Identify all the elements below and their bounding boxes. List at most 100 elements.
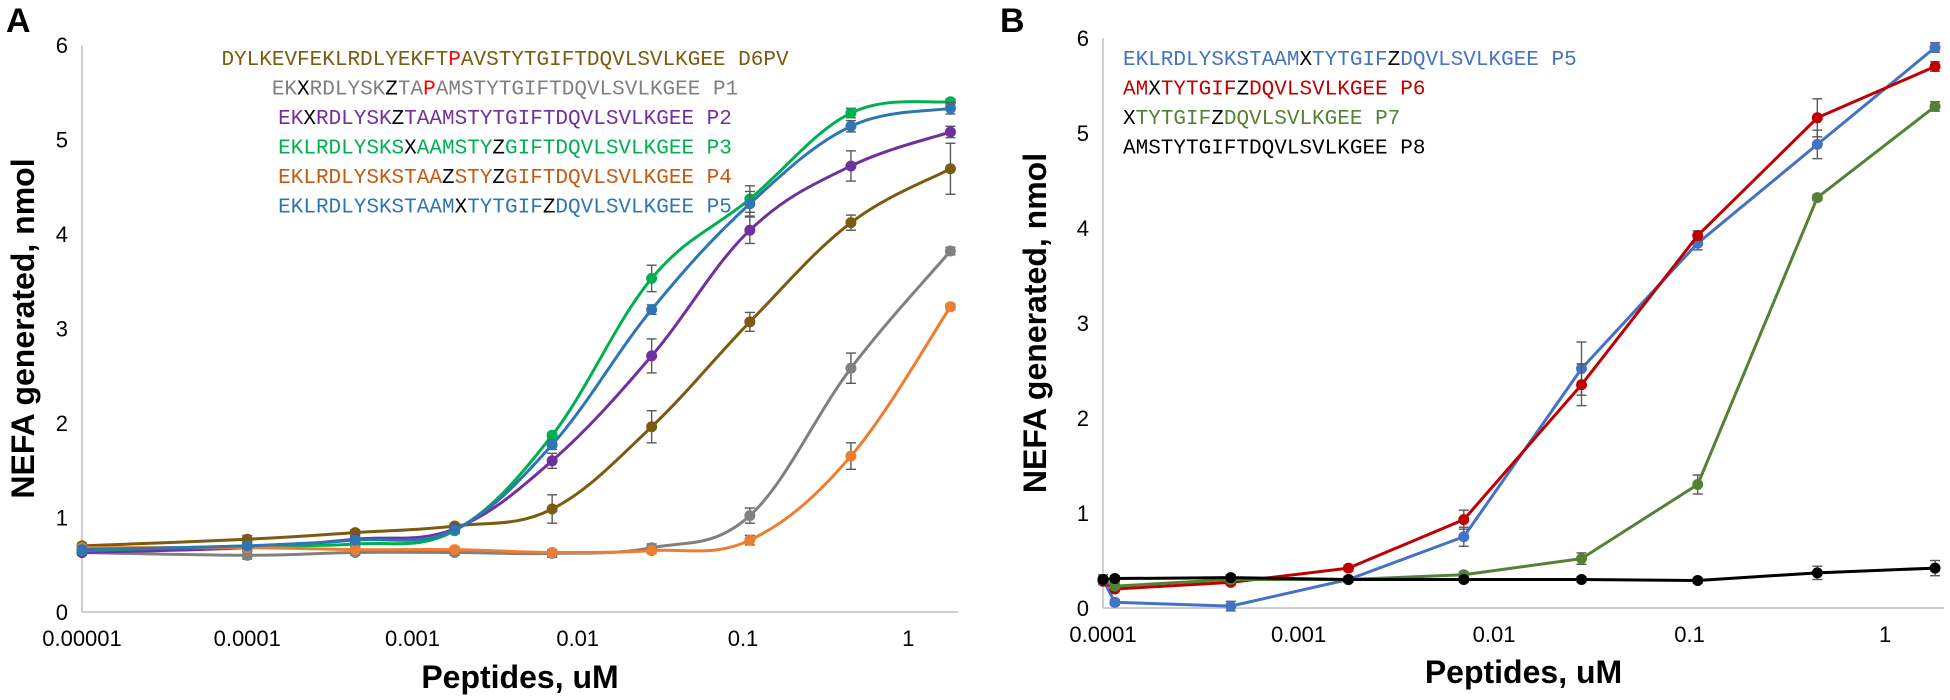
legend-segment: Z xyxy=(1236,79,1249,102)
data-point xyxy=(1576,553,1588,565)
data-point xyxy=(944,245,956,257)
legend-entry: EKXRDLYSKZTAAMSTYTGIFTDQVLSVLKGEE P2 xyxy=(278,108,732,131)
panel-b: B 0 1 2 3 4 5 6 0.0001 0.001 0.01 0.1 1 NEFA generate… xyxy=(1000,2,1944,690)
data-point xyxy=(845,160,857,172)
legend-segment: EKLRDLYSKSTAA xyxy=(278,167,442,190)
series-p2 xyxy=(76,125,956,558)
legend-entry: EKLRDLYSKSXAAMSTYZGIFTDQVLSVLKGEE P3 xyxy=(278,138,732,161)
series-line xyxy=(1102,105,1936,588)
data-point xyxy=(1225,572,1237,584)
legend-segment: RDLYSK xyxy=(310,79,386,102)
legend-segment: STY xyxy=(455,167,493,190)
y-tick-label: 0 xyxy=(1077,596,1089,621)
x-tick-label: 0.1 xyxy=(1674,622,1705,647)
legend-entry: XTYTGIFZDQVLSVLKGEE P7 xyxy=(1123,108,1400,131)
x-tick-label: 1 xyxy=(1879,622,1891,647)
legend-segment: Z xyxy=(543,197,556,220)
data-point xyxy=(646,421,658,433)
legend-entry: EKLRDLYSKSTAAZSTYZGIFTDQVLSVLKGEE P4 xyxy=(278,167,732,190)
legend-segment: TYTGIF xyxy=(1161,79,1237,102)
panel-letter: A xyxy=(6,2,31,40)
legend-entry: EKLRDLYSKSTAAMXTYTGIFZDQVLSVLKGEE P5 xyxy=(278,197,732,220)
data-point xyxy=(1109,573,1121,585)
y-tick-label: 3 xyxy=(56,317,68,342)
legend-segment: EK xyxy=(272,79,298,102)
series-line xyxy=(1101,46,1937,608)
x-tick-label: 0.1 xyxy=(728,626,759,651)
data-point xyxy=(1929,42,1941,53)
legend-segment: X xyxy=(404,138,417,161)
data-point xyxy=(646,350,658,362)
data-point xyxy=(546,455,558,467)
legend-entry: EKLRDLYSKSTAAMXTYTGIFZDQVLSVLKGEE P5 xyxy=(1123,49,1577,72)
data-point xyxy=(1929,61,1941,72)
y-tick-label: 5 xyxy=(1077,121,1089,146)
legend-segment: AVSTYTGIFTDQVLSVLKGEE D6PV xyxy=(461,49,789,72)
legend-entry: EKXRDLYSKZTAPAMSTYTGIFTDQVLSVLKGEE P1 xyxy=(272,79,738,102)
data-point xyxy=(646,545,658,557)
legend-segment: DQVLSVLKGEE P5 xyxy=(555,197,731,220)
data-point xyxy=(744,316,756,328)
legend-segment: DYLKEVFEKLRDLYEKFT xyxy=(221,49,448,72)
legend-entry: AMXTYTGIFZDQVLSVLKGEE P6 xyxy=(1123,79,1426,102)
data-point xyxy=(845,450,857,462)
legend-segment: EKLRDLYSKS xyxy=(278,138,404,161)
data-point xyxy=(845,120,857,132)
y-tick-label: 5 xyxy=(56,128,68,153)
y-tick-label: 1 xyxy=(56,506,68,531)
data-point xyxy=(1692,479,1704,490)
data-point xyxy=(1811,138,1823,150)
legend-segment: GIFTDQVLSVLKGEE P4 xyxy=(505,167,732,190)
legend-segment: RDLYSK xyxy=(316,108,392,131)
legend-entry: AMSTYTGIFTDQVLSVLKGEE P8 xyxy=(1123,138,1425,161)
data-point xyxy=(944,102,956,114)
data-point xyxy=(546,429,558,441)
legend-segment: Z xyxy=(385,79,398,102)
y-axis-title: NEFA generated, nmol xyxy=(5,158,41,498)
data-point xyxy=(1692,574,1704,586)
data-point xyxy=(944,126,956,138)
data-point xyxy=(744,510,756,522)
data-point xyxy=(744,198,756,210)
legend-segment: Z xyxy=(1388,49,1401,72)
legend-segment: TYTGIF xyxy=(467,197,543,220)
panel-letter: B xyxy=(1000,2,1025,40)
x-axis-title: Peptides, uM xyxy=(421,659,618,695)
legend-segment: TAAMSTYTGIFTDQVLSVLKGEE P2 xyxy=(404,108,732,131)
x-tick-label: 0.0001 xyxy=(1069,622,1136,647)
data-point xyxy=(1097,574,1109,585)
y-tick-label: 2 xyxy=(1077,406,1089,431)
y-tick-label: 4 xyxy=(1077,216,1089,241)
legend-segment: EK xyxy=(278,108,304,131)
data-point xyxy=(1811,112,1823,124)
data-point xyxy=(1109,580,1121,592)
y-tick-label: 1 xyxy=(1077,501,1089,526)
data-point xyxy=(1576,379,1588,391)
y-axis-title: NEFA generated, nmol xyxy=(1017,153,1053,493)
series-line xyxy=(81,305,952,555)
data-point xyxy=(845,217,857,229)
series-p5 xyxy=(76,101,956,556)
legend-segment: AMSTYTGIFTDQVLSVLKGEE P1 xyxy=(436,79,738,102)
legend: DYLKEVFEKLRDLYEKFTPAVSTYTGIFTDQVLSVLKGEE… xyxy=(221,49,789,220)
data-point xyxy=(546,546,558,558)
legend-segment: DQVLSVLKGEE P7 xyxy=(1224,108,1400,131)
legend-segment: X xyxy=(303,108,316,131)
x-tick-label: 1 xyxy=(902,626,914,651)
legend-segment: X xyxy=(455,197,468,220)
legend-segment: AAMSTY xyxy=(417,138,493,161)
data-point xyxy=(349,544,361,556)
data-point xyxy=(1342,562,1354,574)
data-point xyxy=(1811,192,1823,204)
data-point xyxy=(1458,531,1470,543)
legend-segment: DQVLSVLKGEE P6 xyxy=(1249,79,1425,102)
legend-segment: P xyxy=(448,49,461,72)
x-tick-label: 0.001 xyxy=(1271,622,1326,647)
legend-segment: AMSTYTGIFTDQVLSVLKGEE P8 xyxy=(1123,138,1425,161)
legend-segment: TA xyxy=(398,79,424,102)
y-tick-label: 2 xyxy=(56,411,68,436)
y-tick-label: 6 xyxy=(56,33,68,58)
legend-segment: EKLRDLYSKSTAAM xyxy=(1123,49,1299,72)
legend-entry: DYLKEVFEKLRDLYEKFTPAVSTYTGIFTDQVLSVLKGEE… xyxy=(221,49,789,72)
